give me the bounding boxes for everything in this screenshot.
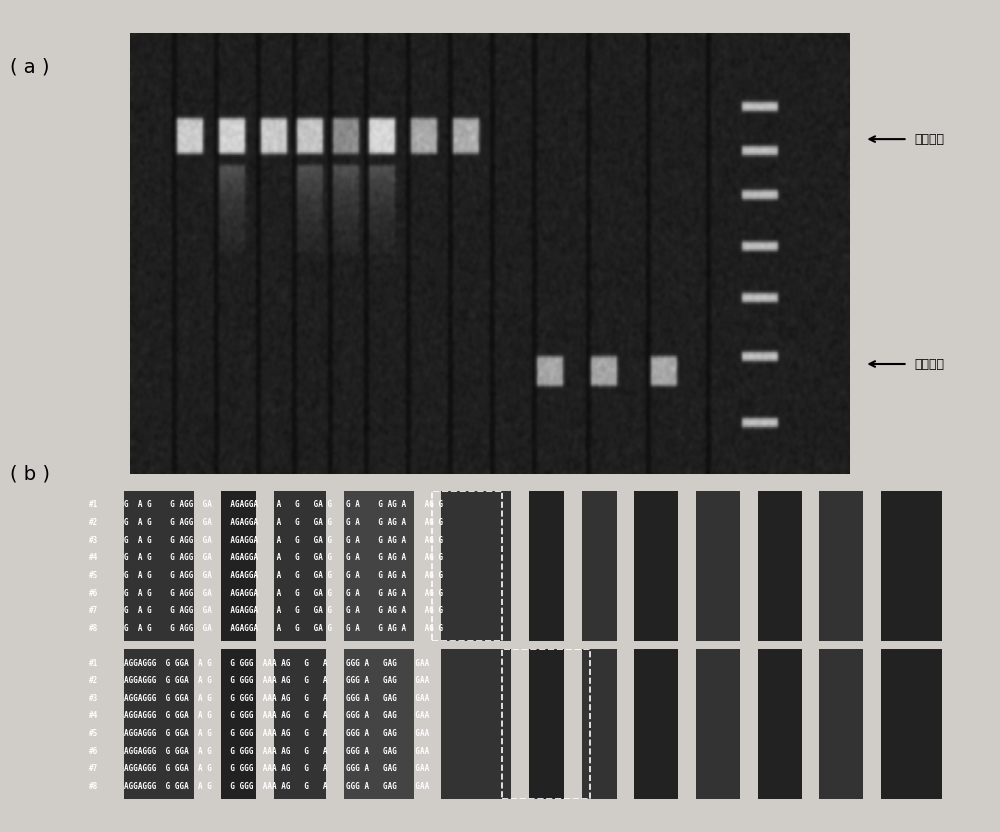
Text: #6: #6: [89, 746, 98, 755]
Bar: [441, 649, 511, 799]
Text: 空白对照: 空白对照: [915, 358, 945, 370]
Bar: [221, 491, 256, 641]
Bar: [881, 491, 942, 641]
Text: AGGAGGG  G GGA  A G    G GGG  AAA AG   G   A    GGG A   GAG    GAA: AGGAGGG G GGA A G G GGG AAA AG G A GGG A…: [124, 746, 429, 755]
Bar: [274, 491, 326, 641]
Text: G  A G    G AGG  GA    AGAGGA    A   G   GA G   G A    G AG A    AG G: G A G G AGG GA AGAGGA A G GA G G A G AG …: [124, 571, 443, 580]
Text: #2: #2: [89, 518, 98, 527]
Bar: [221, 649, 256, 799]
Bar: [124, 491, 194, 641]
Bar: [881, 649, 942, 799]
Bar: [758, 491, 802, 641]
Text: #8: #8: [89, 782, 98, 791]
Bar: [529, 491, 564, 641]
Text: #8: #8: [89, 624, 98, 633]
Text: #2: #2: [89, 676, 98, 686]
Text: G  A G    G AGG  GA    AGAGGA    A   G   GA G   G A    G AG A    AG G: G A G G AGG GA AGAGGA A G GA G G A G AG …: [124, 536, 443, 545]
Bar: [696, 649, 740, 799]
Text: 插入元件: 插入元件: [915, 132, 945, 146]
Text: #4: #4: [89, 553, 98, 562]
Text: #5: #5: [89, 571, 98, 580]
Bar: [529, 649, 564, 799]
Text: AGGAGGG  G GGA  A G    G GGG  AAA AG   G   A    GGG A   GAG    GAA: AGGAGGG G GGA A G G GGG AAA AG G A GGG A…: [124, 782, 429, 791]
Bar: [634, 491, 678, 641]
Text: #3: #3: [89, 536, 98, 545]
Text: ( b ): ( b ): [10, 465, 50, 483]
Text: AGGAGGG  G GGA  A G    G GGG  AAA AG   G   A    GGG A   GAG    GAA: AGGAGGG G GGA A G G GGG AAA AG G A GGG A…: [124, 711, 429, 721]
Bar: [634, 649, 678, 799]
Bar: [696, 491, 740, 641]
Text: #5: #5: [89, 729, 98, 738]
Bar: [582, 491, 617, 641]
Bar: [819, 649, 863, 799]
Bar: [432, 491, 502, 641]
Text: AGGAGGG  G GGA  A G    G GGG  AAA AG   G   A    GGG A   GAG    GAA: AGGAGGG G GGA A G G GGG AAA AG G A GGG A…: [124, 729, 429, 738]
Bar: [344, 649, 414, 799]
Bar: [344, 491, 414, 641]
Text: ( a ): ( a ): [10, 57, 50, 76]
Bar: [758, 649, 802, 799]
Text: #7: #7: [89, 765, 98, 773]
Bar: [502, 649, 590, 799]
Bar: [124, 649, 194, 799]
Bar: [582, 649, 617, 799]
Text: G  A G    G AGG  GA    AGAGGA    A   G   GA G   G A    G AG A    AG G: G A G G AGG GA AGAGGA A G GA G G A G AG …: [124, 607, 443, 615]
Text: C2: C2: [458, 693, 476, 707]
Text: #3: #3: [89, 694, 98, 703]
Bar: [441, 491, 511, 641]
Text: #4: #4: [89, 711, 98, 721]
Text: AGGAGGG  G GGA  A G    G GGG  AAA AG   G   A    GGG A   GAG    GAA: AGGAGGG G GGA A G G GGG AAA AG G A GGG A…: [124, 694, 429, 703]
Text: G  A G    G AGG  GA    AGAGGA    A   G   GA G   G A    G AG A    AG G: G A G G AGG GA AGAGGA A G GA G G A G AG …: [124, 501, 443, 509]
Text: G  A G    G AGG  GA    AGAGGA    A   G   GA G   G A    G AG A    AG G: G A G G AGG GA AGAGGA A G GA G G A G AG …: [124, 624, 443, 633]
Text: #7: #7: [89, 607, 98, 615]
Text: AGGAGGG  G GGA  A G    G GGG  AAA AG   G   A    GGG A   GAG    GAA: AGGAGGG G GGA A G G GGG AAA AG G A GGG A…: [124, 659, 429, 667]
Text: G  A G    G AGG  GA    AGAGGA    A   G   GA G   G A    G AG A    AG G: G A G G AGG GA AGAGGA A G GA G G A G AG …: [124, 588, 443, 597]
Text: #1: #1: [89, 659, 98, 667]
Text: G  A G    G AGG  GA    AGAGGA    A   G   GA G   G A    G AG A    AG G: G A G G AGG GA AGAGGA A G GA G G A G AG …: [124, 553, 443, 562]
Bar: [819, 491, 863, 641]
Text: G  A G    G AGG  GA    AGAGGA    A   G   GA G   G A    G AG A    AG G: G A G G AGG GA AGAGGA A G GA G G A G AG …: [124, 518, 443, 527]
Text: AGGAGGG  G GGA  A G    G GGG  AAA AG   G   A    GGG A   GAG    GAA: AGGAGGG G GGA A G G GGG AAA AG G A GGG A…: [124, 765, 429, 773]
Bar: [274, 649, 326, 799]
Text: #1: #1: [89, 501, 98, 509]
Text: AGGAGGG  G GGA  A G    G GGG  AAA AG   G   A    GGG A   GAG    GAA: AGGAGGG G GGA A G G GGG AAA AG G A GGG A…: [124, 676, 429, 686]
Text: #6: #6: [89, 588, 98, 597]
